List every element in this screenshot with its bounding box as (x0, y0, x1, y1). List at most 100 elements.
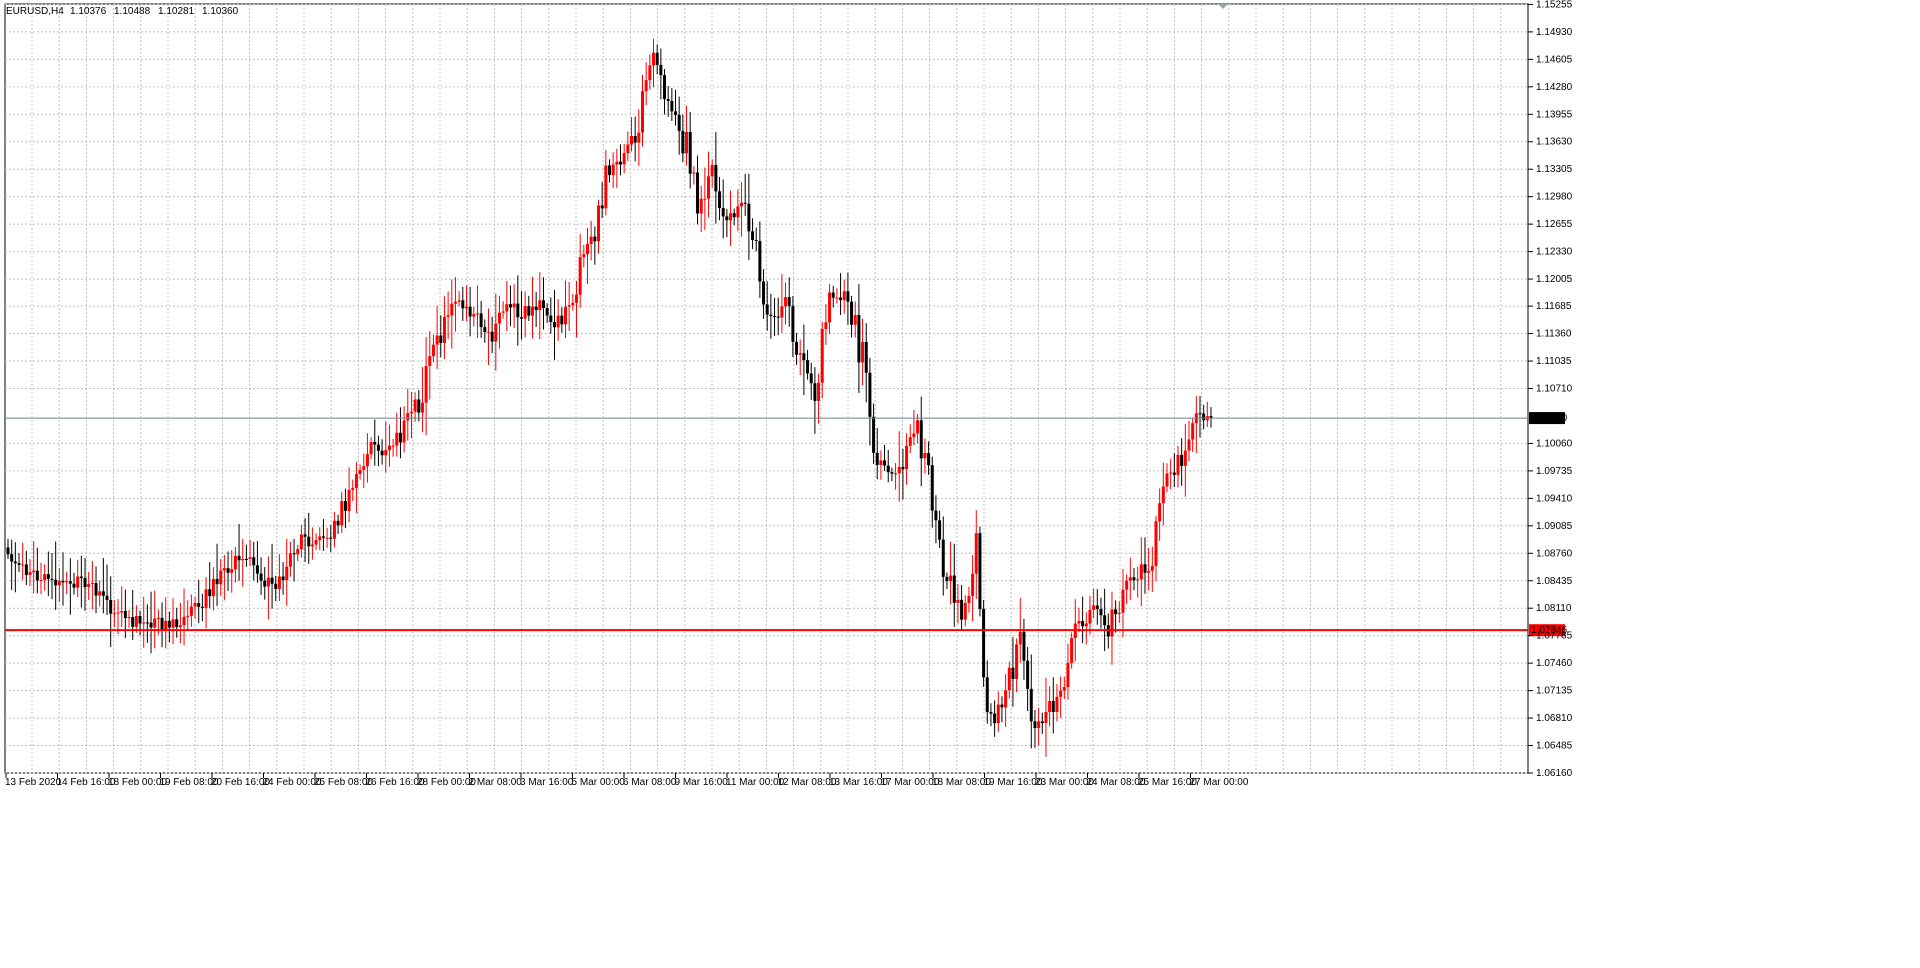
candle-body (1143, 564, 1147, 573)
candle-body (765, 304, 769, 315)
candle-body (1029, 688, 1033, 722)
time-tick-label: 9 Mar 16:00 (675, 777, 729, 788)
candle-body (351, 488, 355, 490)
candle-body (666, 99, 670, 101)
candle-body (864, 341, 868, 373)
time-tick-label: 12 Mar 08:00 (778, 777, 837, 788)
candle-body (32, 570, 36, 573)
candle-body (608, 165, 611, 176)
candle-body (226, 568, 230, 573)
candle-body (46, 574, 50, 579)
candle-body (171, 619, 175, 628)
price-tick-label: 1.13305 (1536, 164, 1573, 175)
candle-body (270, 577, 274, 584)
candle-body (585, 243, 589, 255)
candle-body (806, 360, 810, 374)
candle-body (989, 712, 993, 714)
candle-body (175, 619, 179, 628)
candle-body (872, 416, 876, 453)
candle-body (72, 583, 76, 588)
candle-body (894, 473, 898, 475)
candle-body (956, 599, 960, 603)
time-tick-label: 5 Mar 00:00 (572, 777, 626, 788)
candle-body (791, 306, 795, 342)
candle-body (134, 616, 138, 627)
candle-body (384, 450, 388, 456)
candle-body (1055, 696, 1059, 712)
candle-body (1114, 609, 1118, 615)
price-tick-label: 1.14280 (1536, 82, 1573, 93)
candle-body (457, 300, 461, 302)
candle-body (736, 206, 740, 218)
candle-body (417, 399, 421, 413)
candle-body (820, 329, 824, 383)
candle-body (831, 292, 835, 298)
candle-body (387, 445, 391, 451)
candle-body (325, 537, 329, 539)
candle-body (758, 240, 762, 282)
candle-body (787, 297, 791, 307)
candle-body (732, 213, 736, 218)
candle-body (1136, 579, 1140, 581)
price-tick-label: 1.12655 (1536, 219, 1573, 230)
candle-body (215, 578, 219, 585)
time-tick-label: 13 Mar 16:00 (829, 777, 888, 788)
candle-body (930, 465, 934, 511)
candle-body (1051, 700, 1055, 712)
candle-body (615, 161, 619, 165)
candle-body (1117, 612, 1121, 615)
symbol-label: EURUSD,H4 (6, 6, 64, 17)
candle-body (861, 341, 865, 363)
candle-body (927, 453, 931, 466)
candle-body (534, 306, 538, 311)
candle-body (875, 452, 879, 465)
candle-body (817, 382, 821, 401)
candle-body (314, 540, 318, 545)
candle-body (710, 164, 714, 177)
time-tick-label: 14 Feb 16:00 (57, 777, 116, 788)
candle-body (490, 331, 494, 342)
price-tick-label: 1.10060 (1536, 438, 1573, 449)
price-tick-label: 1.13955 (1536, 109, 1573, 120)
candle-body (923, 453, 927, 459)
candle-body (1015, 644, 1019, 679)
candle-body (560, 315, 564, 325)
candle-body (1128, 577, 1132, 581)
candle-body (193, 603, 197, 607)
low-value: 1.10281 (158, 6, 195, 17)
candle-body (442, 316, 446, 344)
time-tick-label: 23 Mar 00:00 (1035, 777, 1094, 788)
candle-body (178, 625, 182, 628)
time-tick-label: 18 Feb 00:00 (108, 777, 167, 788)
candle-body (10, 554, 14, 562)
candle-body (677, 114, 681, 131)
price-tick-label: 1.06160 (1536, 768, 1573, 779)
candle-body (1022, 631, 1026, 661)
candle-body (54, 579, 58, 586)
candle-body (699, 198, 703, 214)
candle-body (596, 205, 600, 242)
price-tick-label: 1.12980 (1536, 192, 1573, 203)
candle-body (116, 612, 120, 614)
close-value: 1.10360 (202, 6, 239, 17)
candle-body (497, 312, 501, 324)
candle-body (266, 577, 270, 587)
price-tick-label: 1.15255 (1536, 0, 1573, 10)
price-tick-label: 1.11685 (1536, 301, 1572, 312)
candle-body (747, 203, 751, 232)
candle-body (512, 303, 516, 308)
candle-body (582, 254, 586, 258)
candle-body (696, 172, 700, 214)
candle-body (285, 566, 289, 581)
candle-body (655, 52, 659, 65)
candle-body (1110, 609, 1114, 637)
price-axis[interactable]: 1.15255 1.14930 1.14605 1.14280 1.13955 1.136… (1528, 0, 1573, 779)
candle-body (153, 618, 157, 628)
candle-body (365, 454, 369, 467)
candle-body (835, 297, 839, 299)
price-tick-label: 1.07785 (1536, 631, 1573, 642)
open-value: 1.10376 (70, 6, 107, 17)
